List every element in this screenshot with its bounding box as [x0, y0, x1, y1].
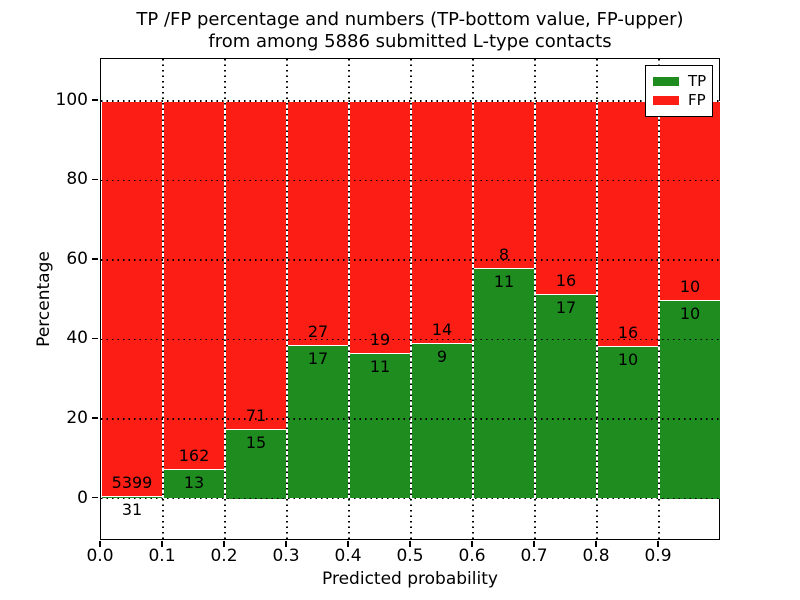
gridline-vertical [658, 59, 660, 541]
bar-label-tp-count: 10 [679, 303, 701, 323]
legend-label-tp: TP [688, 72, 707, 90]
bar-segment-fp [411, 100, 473, 343]
bar-label-tp-count: 17 [555, 297, 577, 317]
y-tick [92, 496, 98, 499]
bar-label-tp-count: 10 [617, 349, 639, 369]
y-tick-label: 100 [55, 89, 88, 110]
x-tick [347, 541, 349, 547]
gridline-vertical [596, 59, 598, 541]
x-tick-label: 0.9 [644, 546, 672, 566]
x-axis-label: Predicted probability [322, 569, 498, 589]
bar-label-fp-count: 5399 [111, 473, 153, 493]
y-tick-label: 0 [77, 487, 88, 508]
x-tick-label: 0.5 [396, 546, 424, 566]
y-tick [92, 258, 98, 260]
x-tick [533, 541, 535, 547]
y-tick-label: 60 [66, 248, 88, 269]
gridline-vertical [472, 59, 474, 541]
fp-color-swatch [653, 96, 679, 105]
bar-segment-fp [101, 100, 163, 497]
x-tick [285, 541, 287, 547]
bar-segment-fp [535, 100, 597, 294]
legend: TP FP [645, 65, 713, 117]
y-tick-label: 40 [66, 328, 88, 349]
bar-segment-tp [287, 344, 349, 499]
chart-title-line-2: from among 5886 submitted L-type contact… [208, 31, 612, 52]
x-tick [99, 541, 101, 547]
legend-entry-fp: FP [653, 91, 706, 109]
gridline-vertical [286, 59, 288, 541]
bar-label-tp-count: 11 [493, 272, 515, 292]
gridline-vertical [162, 59, 164, 541]
bar-label-fp-count: 8 [498, 245, 510, 265]
bar-label-fp-count: 14 [431, 319, 453, 339]
y-tick [92, 99, 98, 101]
bar-label-fp-count: 16 [555, 270, 577, 290]
bar-segment-fp [473, 100, 535, 269]
bar-label-fp-count: 16 [617, 322, 639, 342]
x-tick [657, 541, 659, 547]
gridline-vertical [534, 59, 536, 541]
bar-label-tp-count: 11 [369, 356, 391, 376]
bar-label-fp-count: 19 [369, 329, 391, 349]
bar-label-fp-count: 10 [679, 276, 701, 296]
bar-label-tp-count: 17 [307, 348, 329, 368]
y-tick [92, 337, 98, 340]
tp-color-swatch [653, 77, 679, 86]
x-tick-label: 0.0 [86, 546, 114, 566]
legend-entry-tp: TP [653, 72, 707, 90]
x-tick [409, 541, 411, 547]
legend-label-fp: FP [688, 91, 706, 109]
y-tick-label: 80 [66, 169, 88, 190]
x-tick [471, 541, 473, 547]
bar-label-tp-count: 31 [121, 500, 143, 520]
bar-segment-fp [163, 100, 225, 469]
x-tick-label: 0.1 [148, 546, 176, 566]
y-tick-label: 20 [66, 407, 88, 428]
y-tick [92, 178, 98, 181]
chart-title-line-1: TP /FP percentage and numbers (TP-bottom… [136, 9, 684, 30]
bar-label-fp-count: 27 [307, 321, 329, 341]
x-tick-label: 0.8 [582, 546, 610, 566]
x-tick [223, 541, 225, 547]
bar-segment-fp [659, 100, 721, 300]
bar-segment-fp [349, 100, 411, 353]
bar-label-fp-count: 71 [245, 406, 267, 426]
plot-area: 5399 31 162 13 71 15 27 17 19 11 14 9 8 11 16 17 16 10 10 1… [100, 58, 721, 541]
bar-label-tp-count: 13 [183, 472, 205, 492]
bar-segment-fp [287, 100, 349, 345]
y-tick [92, 417, 98, 419]
x-tick-label: 0.3 [272, 546, 300, 566]
bar-label-tp-count: 9 [436, 346, 448, 366]
bar-segment-tp [535, 293, 597, 499]
gridline-vertical [410, 59, 412, 541]
x-tick-label: 0.7 [520, 546, 548, 566]
x-tick [161, 541, 163, 547]
bar-segment-fp [225, 100, 287, 430]
bar-label-tp-count: 15 [245, 433, 267, 453]
x-tick-label: 0.2 [210, 546, 238, 566]
x-tick-label: 0.6 [458, 546, 486, 566]
x-tick-label: 0.4 [334, 546, 362, 566]
gridline-vertical [224, 59, 226, 541]
bar-label-fp-count: 162 [178, 445, 210, 465]
gridline-vertical [348, 59, 350, 541]
x-tick [595, 541, 597, 547]
